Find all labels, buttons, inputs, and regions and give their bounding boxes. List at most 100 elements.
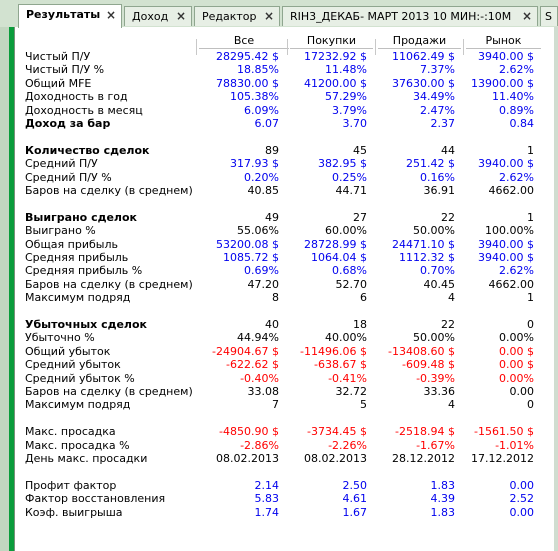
column-header-sells[interactable]: Продажи <box>378 34 461 49</box>
table-row: Баров на сделку (в среднем) 47.20 52.70 40.… <box>15 278 555 291</box>
column-header-all[interactable]: Все <box>199 34 289 49</box>
cell-sells: -609.48 $ <box>402 358 455 372</box>
cell-buys: 40.00% <box>325 331 367 345</box>
cell-buys: 3.79% <box>332 103 367 117</box>
table-row: Общий MFE 78830.00 $ 41200.00 $ 37630.00 $ 1… <box>15 77 555 90</box>
cell-sells: -13408.60 $ <box>388 344 455 358</box>
cell-sells: 4 <box>448 291 455 305</box>
table-row: Максимум подряд 7 5 4 0 <box>15 398 555 411</box>
scrollbar[interactable] <box>554 27 558 551</box>
cell-market: -1561.50 $ <box>474 425 534 439</box>
cell-all: 7 <box>272 398 279 412</box>
row-label: Баров на сделку (в среднем) <box>25 184 193 197</box>
row-label: Доходность в месяц <box>25 103 143 117</box>
close-icon[interactable]: × <box>522 9 533 23</box>
cell-market: 3940.00 $ <box>478 157 534 171</box>
cell-all: 33.08 <box>247 385 280 398</box>
row-label: Доход за бар <box>25 117 111 130</box>
cell-buys: 60.00% <box>325 224 367 238</box>
table-row: Доходность в год 105.38% 57.29% 34.49% 11.40… <box>15 90 555 103</box>
cell-sells: 50.00% <box>413 224 455 238</box>
table-row: Макс. просадка -4850.90 $ -3734.45 $ -2518.… <box>15 425 555 438</box>
cell-market: 0.89% <box>499 103 534 117</box>
tab-editor[interactable]: Редактор × <box>194 6 280 26</box>
table-row: Выиграно сделок 49 27 22 1 <box>15 211 555 224</box>
cell-buys: -2.26% <box>328 438 367 452</box>
cell-market: 4662.00 <box>488 277 535 291</box>
cell-market: 3940.00 $ <box>478 237 534 251</box>
cell-all: 08.02.2013 <box>216 452 279 465</box>
tab-label: RIH3_ДЕКАБ- МАРТ 2013 10 МИН:-:10М <box>290 10 512 23</box>
cell-sells: 0.16% <box>420 170 455 184</box>
row-label: Средний П/У % <box>25 170 112 184</box>
cell-sells: 40.45 <box>423 277 456 291</box>
cell-buys: 382.95 $ <box>318 157 367 171</box>
tab-income[interactable]: Доход × <box>124 6 192 26</box>
cell-all: 2.14 <box>254 478 280 492</box>
cell-all: 40.85 <box>247 184 280 197</box>
cell-market: 1 <box>527 210 534 224</box>
table-row: Средняя прибыль % 0.69% 0.68% 0.70% 2.62% <box>15 264 555 277</box>
tab-results[interactable]: Результаты × <box>18 4 122 28</box>
cell-sells: 37630.00 $ <box>392 76 455 90</box>
cell-buys: 08.02.2013 <box>304 452 367 465</box>
table-row: Выиграно % 55.06% 60.00% 50.00% 100.00% <box>15 224 555 237</box>
column-header-market[interactable]: Рынок <box>466 34 541 49</box>
cell-sells: 2.37 <box>430 117 456 130</box>
tab-chart-rih3[interactable]: RIH3_ДЕКАБ- МАРТ 2013 10 МИН:-:10М × <box>282 6 538 26</box>
column-header-buys[interactable]: Покупки <box>290 34 373 49</box>
table-row: Доход за бар 6.07 3.70 2.37 0.84 <box>15 117 555 130</box>
cell-sells: -2518.94 $ <box>395 425 455 439</box>
cell-market: 3940.00 $ <box>478 50 534 63</box>
cell-buys: 17232.92 $ <box>304 50 367 63</box>
cell-all: 1.74 <box>254 505 280 519</box>
table-row: Количество сделок 89 45 44 1 <box>15 144 555 157</box>
table-row: Общая прибыль 53200.08 $ 28728.99 $ 24471.1… <box>15 238 555 251</box>
table-row: Чистый П/У 28295.42 $ 17232.92 $ 11062.49 $… <box>15 50 555 63</box>
cell-sells: 22 <box>441 318 455 331</box>
row-label: День макс. просадки <box>25 452 148 465</box>
cell-market: 0 <box>527 318 534 331</box>
cell-market: 0.00% <box>499 371 534 385</box>
table-row: Доходность в месяц 6.09% 3.79% 2.47% 0.89% <box>15 104 555 117</box>
close-icon[interactable]: × <box>106 8 117 22</box>
cell-sells: 4.39 <box>430 492 456 506</box>
cell-all: 28295.42 $ <box>216 50 279 63</box>
cell-all: 8 <box>272 291 279 305</box>
table-row: Фактор восстановления 5.83 4.61 4.39 2.52 <box>15 492 555 505</box>
row-label: Коэф. выигрыша <box>25 505 123 519</box>
cell-market: 17.12.2012 <box>471 452 534 465</box>
column-divider <box>375 39 376 55</box>
cell-market: 0 <box>527 398 534 412</box>
cell-buys: 4.61 <box>342 492 368 506</box>
cell-all: 53200.08 $ <box>216 237 279 251</box>
cell-sells: 36.91 <box>423 184 456 197</box>
cell-buys: 52.70 <box>335 277 368 291</box>
cell-all: 6.09% <box>244 103 279 117</box>
cell-buys: 18 <box>353 318 367 331</box>
cell-market: 2.52 <box>509 492 535 506</box>
tab-label: Редактор <box>202 10 257 23</box>
cell-all: 105.38% <box>230 90 279 104</box>
tab-overflow[interactable]: S <box>540 6 558 26</box>
cell-buys: 45 <box>353 143 367 157</box>
cell-sells: 28.12.2012 <box>392 452 455 465</box>
cell-buys: 5 <box>360 398 367 412</box>
cell-all: -4850.90 $ <box>219 425 279 439</box>
cell-market: 0.00 <box>509 505 535 519</box>
cell-market: 2.62% <box>499 264 534 278</box>
cell-all: 40 <box>265 318 279 331</box>
tab-label: Доход <box>132 10 169 23</box>
close-icon[interactable]: × <box>264 9 275 23</box>
cell-market: 2.62% <box>499 170 534 184</box>
cell-buys: 0.25% <box>332 170 367 184</box>
table-row: Максимум подряд 8 6 4 1 <box>15 291 555 304</box>
cell-buys: 57.29% <box>325 90 367 104</box>
column-divider <box>463 39 464 55</box>
row-label: Макс. просадка <box>25 425 116 439</box>
row-label: Убыточных сделок <box>25 318 148 331</box>
cell-all: -0.40% <box>240 371 279 385</box>
close-icon[interactable]: × <box>176 9 187 23</box>
row-label: Средний убыток % <box>25 371 135 385</box>
table-row: Средняя прибыль 1085.72 $ 1064.04 $ 1112.32… <box>15 251 555 264</box>
